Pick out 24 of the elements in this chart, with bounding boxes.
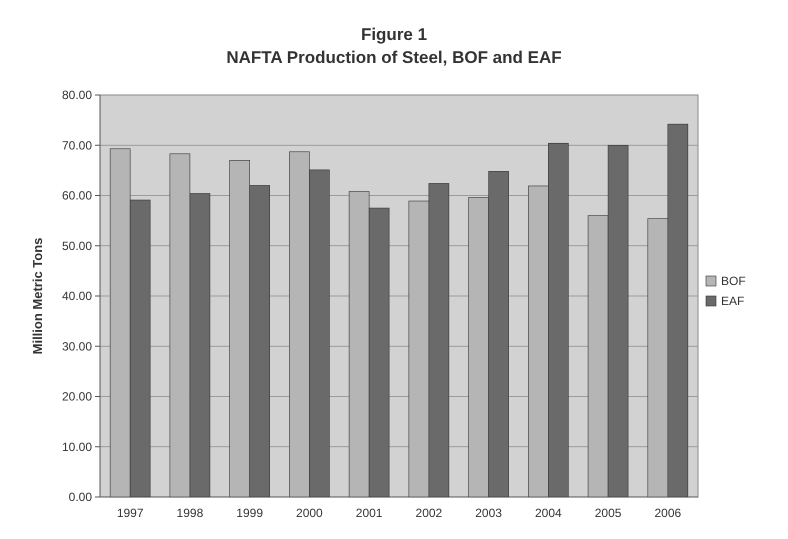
x-tick-label: 2006 [654,506,682,520]
x-tick-label: 2001 [356,506,383,520]
chart-title: Figure 1 [360,25,428,44]
chart-subtitle: NAFTA Production of Steel, BOF and EAF [226,48,562,67]
x-tick-label: 2003 [475,506,502,520]
y-tick-label: 80.00 [62,88,92,102]
y-tick-label: 50.00 [62,238,92,253]
x-tick-label: 2005 [594,506,622,520]
y-tick-label: 70.00 [62,138,92,152]
y-tick-label: 0.00 [68,490,92,504]
legend-label: EAF [721,294,744,308]
y-axis-title: Million Metric Tons [30,238,45,354]
x-tick-label: 2002 [416,506,443,520]
y-tick-label: 10.00 [62,440,92,454]
x-tick-label: 1999 [236,506,264,520]
legend-label: BOF [721,274,746,288]
y-tick-label: 30.00 [62,339,92,354]
x-tick-label: 2004 [535,506,562,520]
y-tick-label: 20.00 [62,390,92,404]
x-tick-label: 1997 [116,506,144,520]
x-tick-label: 2000 [296,506,324,520]
y-tick-label: 60.00 [62,188,92,203]
x-tick-label: 1998 [176,506,204,520]
y-tick-label: 40.00 [62,289,92,304]
